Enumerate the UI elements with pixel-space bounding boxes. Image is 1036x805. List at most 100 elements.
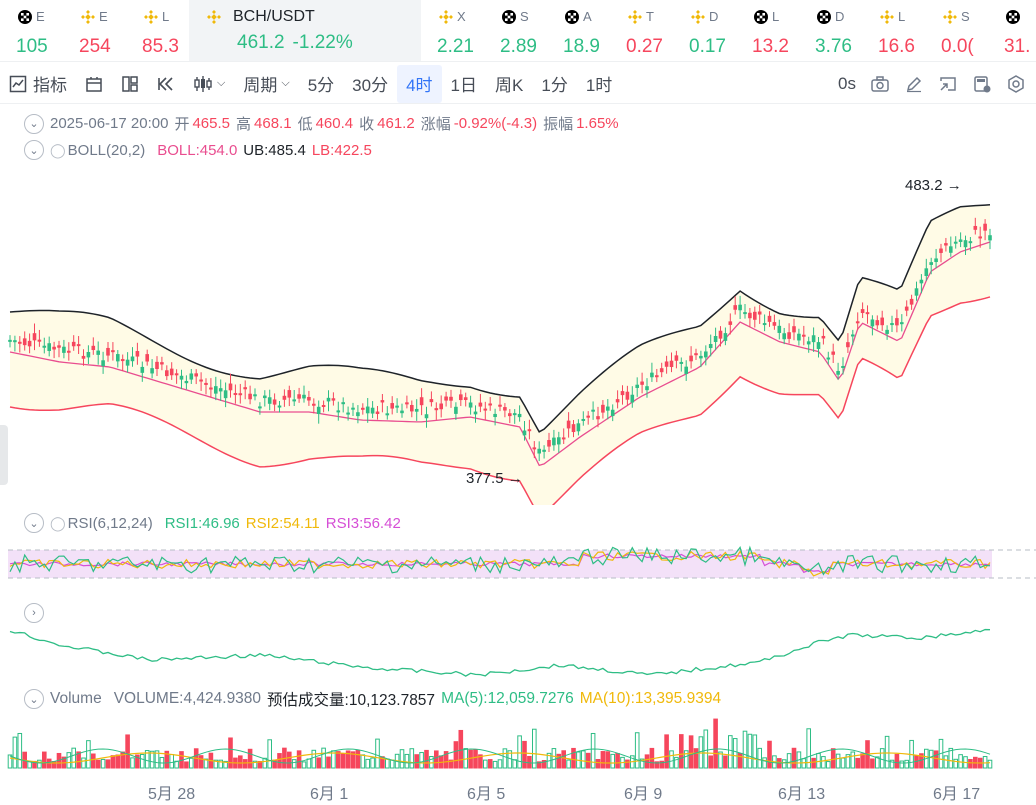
indicator-line-chart[interactable]: [0, 620, 1036, 680]
collapse-chevron-icon[interactable]: ⌄: [24, 689, 44, 709]
candle-body: [978, 236, 982, 239]
bell-icon[interactable]: ◯: [50, 141, 66, 158]
candlestick-chart[interactable]: [0, 160, 1036, 505]
candle-body: [57, 345, 61, 348]
ticker-item[interactable]: S 0.0(: [925, 0, 988, 61]
bnb-icon: [880, 9, 894, 24]
ticker-price-value: 0.27: [626, 36, 663, 57]
candle-body: [346, 412, 350, 415]
volume-bar: [821, 756, 826, 769]
volume-bar: [287, 751, 292, 769]
candle-body: [488, 403, 492, 406]
ticker-item[interactable]: L 16.6: [862, 0, 925, 61]
ticker-item[interactable]: L 85.3: [126, 0, 189, 61]
volume-bar: [600, 751, 606, 769]
volume-bar: [110, 755, 116, 769]
rsi-chart[interactable]: [0, 540, 1036, 590]
ticker-item[interactable]: BCH/USDT 461.2 -1.22%: [189, 0, 421, 61]
candle-body: [973, 225, 978, 230]
candle-body: [561, 437, 566, 440]
ticker-price-value: 0.0(: [941, 36, 974, 57]
volume-bar: [497, 759, 503, 769]
collapse-chevron-icon[interactable]: ⌄: [24, 113, 44, 134]
ticker-item[interactable]: E 254: [63, 0, 126, 61]
collapse-chevron-icon[interactable]: ⌄: [24, 140, 44, 160]
candle-body: [263, 395, 267, 399]
ticker-bar: E 105 E 254 L 85.3 BCH/USDT 461.2 -1.22% X 2.21 S 2.…: [0, 0, 1036, 62]
ticker-item[interactable]: L 13.2: [736, 0, 799, 61]
candle-body: [47, 343, 51, 351]
candle-body: [757, 311, 762, 315]
candle-body: [919, 279, 924, 284]
ticker-item[interactable]: 31.: [988, 0, 1036, 61]
volume-bar: [683, 750, 689, 769]
volume-bar: [370, 757, 375, 769]
okx-icon: [502, 9, 516, 24]
ticker-name: X: [457, 9, 466, 25]
candle-body: [664, 361, 669, 367]
replay-button[interactable]: [148, 65, 184, 103]
arrow-right-icon: →: [507, 470, 523, 487]
candle-body: [522, 430, 527, 436]
period-dropdown[interactable]: 周期 ⌵: [234, 65, 298, 103]
rsi3-value: RSI3:56.42: [325, 514, 401, 532]
volume-chart[interactable]: [0, 712, 1036, 772]
rsi-name: RSI(6,12,24): [67, 514, 153, 532]
interval-tab[interactable]: 5分: [307, 76, 335, 95]
date-tick: 6月 17: [933, 786, 981, 803]
amplitude-value: 1.65%: [576, 115, 619, 132]
volume-bar: [737, 752, 743, 769]
candle-body: [704, 351, 708, 358]
interval-tab[interactable]: 4时: [397, 64, 442, 103]
indicators-label: 指标: [33, 76, 67, 95]
ticker-price: 2.89: [500, 36, 547, 58]
candle-body: [958, 239, 963, 242]
date-tick: 6月 9: [624, 786, 663, 803]
candle-body: [929, 262, 933, 265]
close-value: 461.2: [377, 115, 415, 132]
ticker-item[interactable]: D 3.76: [799, 0, 862, 61]
candle-body: [341, 402, 345, 405]
volume-bar: [561, 750, 567, 769]
gear-icon[interactable]: [1006, 74, 1026, 94]
interval-tabs: 5分 30分 4时 1日 周K 1分 1时: [299, 64, 622, 103]
volume-bar: [434, 750, 439, 769]
ticker-item[interactable]: E 105: [0, 0, 63, 61]
interval-tab[interactable]: 30分: [352, 76, 389, 95]
ticker-name: E: [99, 9, 108, 25]
indicators-button[interactable]: 指标: [0, 65, 76, 103]
expand-chevron-icon[interactable]: ›: [24, 603, 44, 623]
interval-tab[interactable]: 周K: [495, 76, 524, 95]
interval-tab[interactable]: 1分: [541, 76, 568, 95]
candle-body: [576, 423, 581, 432]
volume-bar: [17, 732, 23, 769]
interval-tab[interactable]: 1时: [585, 76, 613, 95]
ticker-item[interactable]: A 18.9: [547, 0, 610, 61]
ticker-item[interactable]: X 2.21: [421, 0, 484, 61]
ticker-item[interactable]: S 2.89: [484, 0, 547, 61]
candle-body: [630, 394, 635, 403]
candle-body: [42, 345, 47, 348]
layout-button[interactable]: [112, 65, 148, 103]
bell-icon[interactable]: ◯: [50, 514, 66, 531]
ticker-item[interactable]: D 0.17: [673, 0, 736, 61]
panel-toggle-button[interactable]: [76, 65, 112, 103]
candle-body: [635, 384, 639, 388]
interval-tab[interactable]: 1日: [450, 76, 478, 95]
collapse-chevron-icon[interactable]: ⌄: [24, 513, 44, 533]
calculator-icon[interactable]: [972, 75, 992, 93]
side-drawer-handle[interactable]: [0, 425, 8, 485]
volume-bar: [247, 748, 253, 769]
candle-body: [390, 403, 394, 409]
ticker-item[interactable]: T 0.27: [610, 0, 673, 61]
bnb-icon: [439, 9, 453, 24]
volume-bar: [184, 761, 189, 769]
candle-body: [949, 246, 953, 253]
chart-type-dropdown[interactable]: ⌵: [184, 65, 234, 103]
pencil-icon[interactable]: [904, 75, 924, 93]
candle-body: [904, 306, 909, 311]
expand-icon[interactable]: [938, 75, 958, 93]
candle-body: [214, 386, 218, 394]
candle-body: [13, 340, 17, 343]
camera-icon[interactable]: [870, 75, 890, 93]
